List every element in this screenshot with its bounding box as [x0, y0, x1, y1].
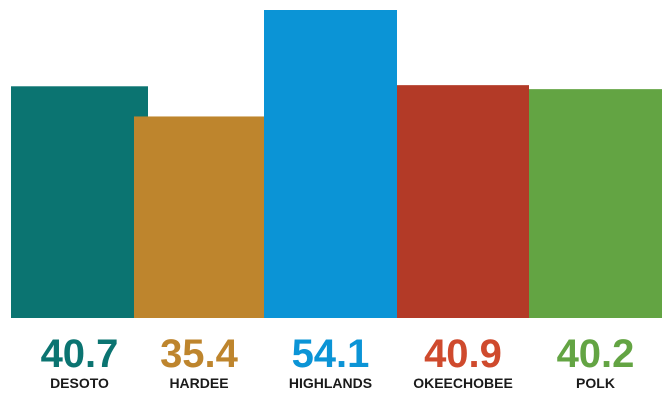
bar-polk	[529, 89, 662, 318]
value-label-polk: 40.2	[557, 332, 635, 376]
bar-highlands	[264, 10, 397, 318]
bar-desoto	[11, 86, 148, 318]
value-label-highlands: 54.1	[292, 332, 370, 376]
category-label-hardee: HARDEE	[169, 375, 228, 391]
category-label-polk: POLK	[576, 375, 615, 391]
category-label-okeechobee: OKEECHOBEE	[413, 375, 513, 391]
bar-hardee	[134, 116, 264, 319]
category-label-highlands: HIGHLANDS	[289, 375, 372, 391]
value-label-hardee: 35.4	[160, 332, 239, 376]
value-label-okeechobee: 40.9	[424, 332, 502, 376]
value-label-desoto: 40.7	[41, 332, 119, 376]
category-label-desoto: DESOTO	[50, 375, 109, 391]
bars-group	[11, 10, 662, 319]
bar-okeechobee	[397, 85, 529, 318]
